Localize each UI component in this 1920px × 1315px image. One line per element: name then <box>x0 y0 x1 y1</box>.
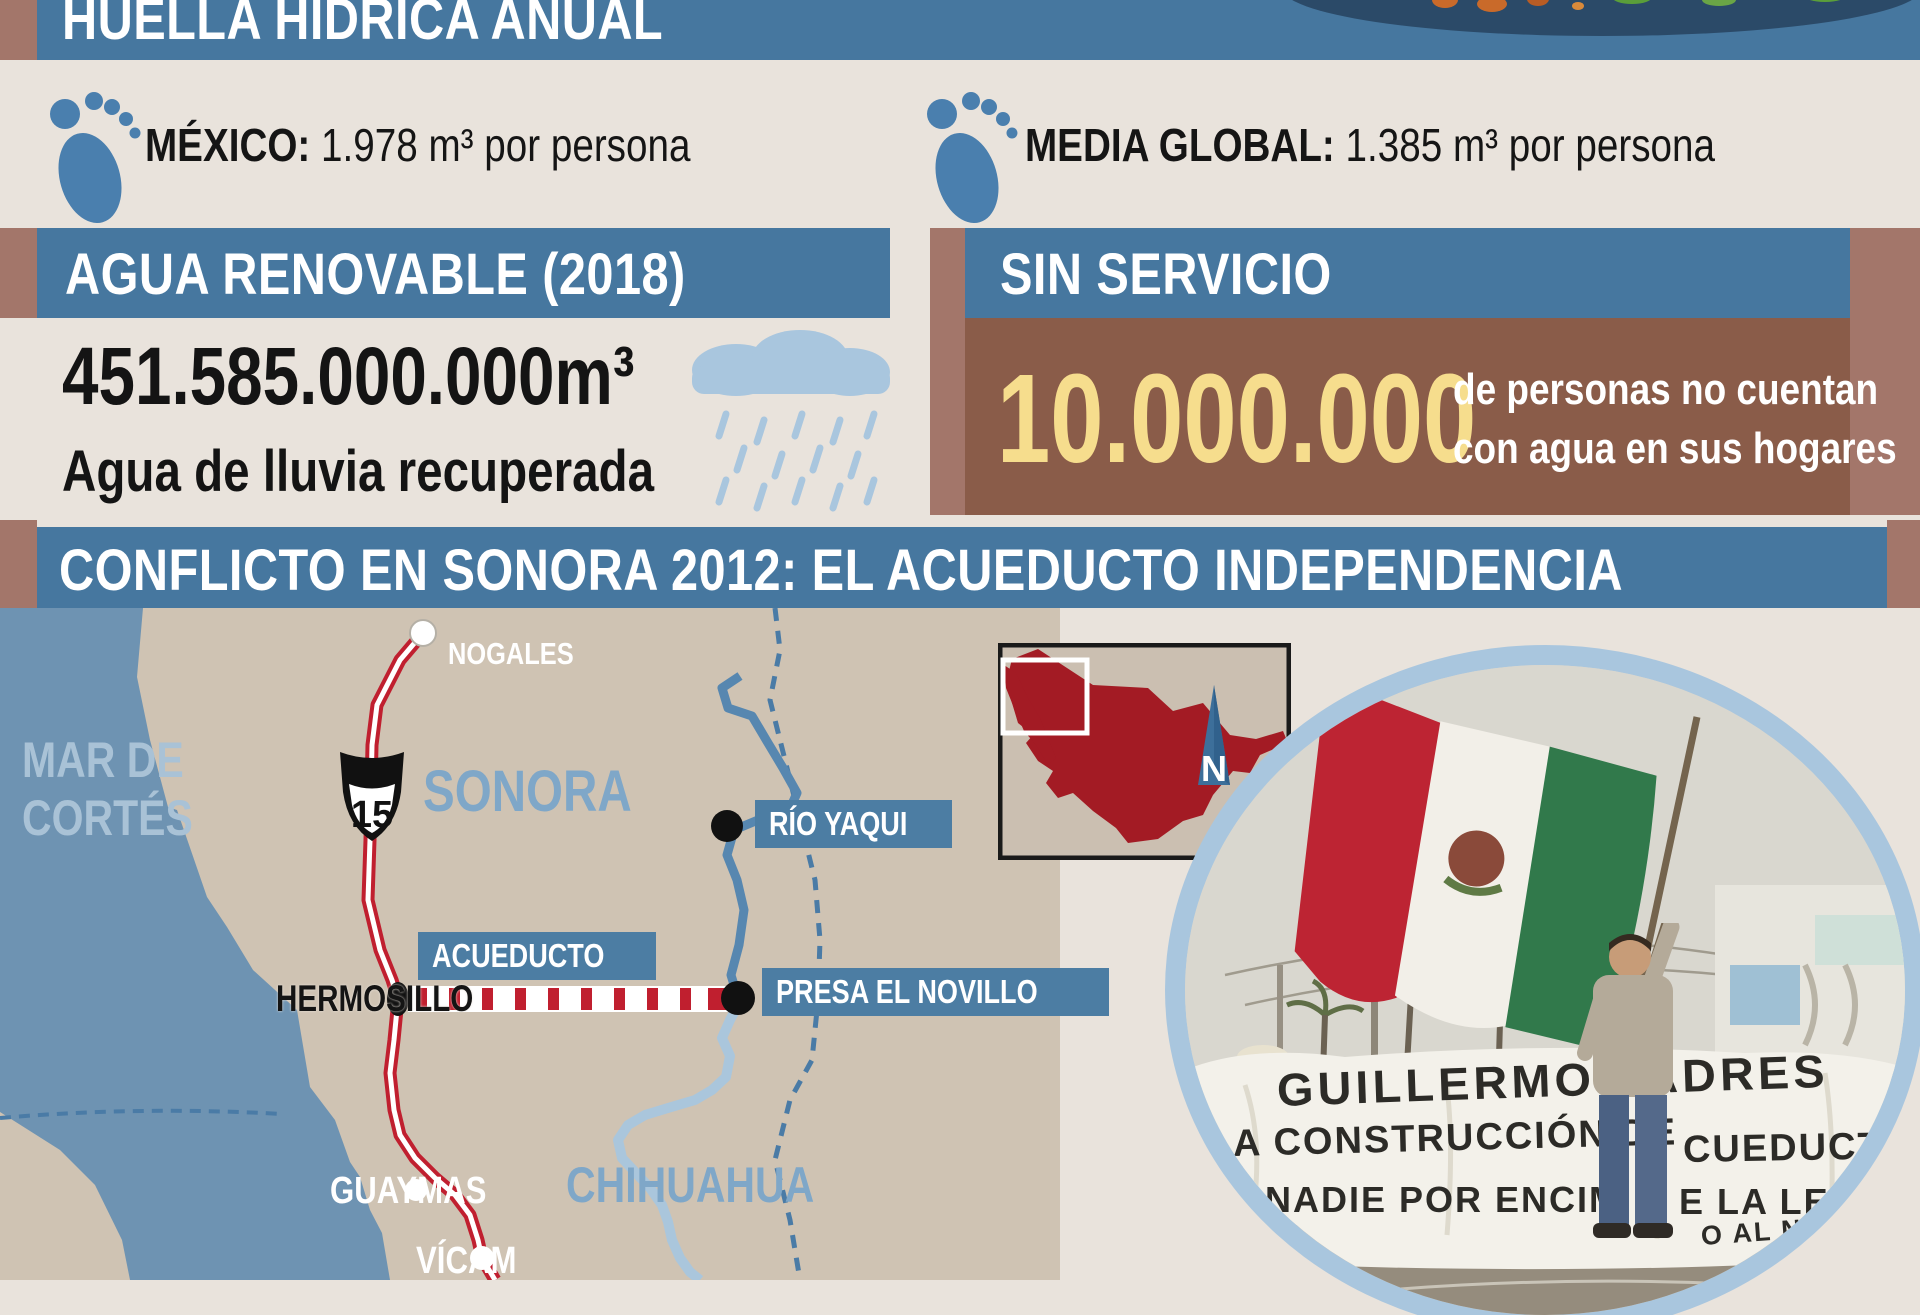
city-label-vicam: VÍCAM <box>416 1240 517 1282</box>
map-baja-peninsula <box>0 1112 130 1280</box>
state-label-sonora: SONORA <box>423 759 632 824</box>
page-title: HUELLA HÍDRICA ANUAL <box>62 0 664 52</box>
mexico-silhouette <box>1004 649 1288 843</box>
agua-left-brown-strip <box>0 228 37 318</box>
stat-global: MEDIA GLOBAL: 1.385 m³ por persona <box>1025 118 1846 172</box>
sin-number: 10.000.000 <box>997 348 1477 489</box>
city-label-hermosillo: HERMOSILLO <box>276 978 474 1019</box>
conflicto-left-brown-strip <box>0 520 37 608</box>
banner-line-3b: E LA LEY <box>1679 1181 1856 1222</box>
maritime-border-dashed <box>0 1108 283 1120</box>
sin-title: SIN SERVICIO <box>1000 242 1332 307</box>
footprint-icon-mexico <box>50 92 141 223</box>
highway-15-shield: 15 <box>340 752 404 841</box>
logo-emblem <box>1282 0 1920 36</box>
presa-dot <box>721 981 755 1015</box>
city-label-guaymas: GUAYMAS <box>330 1170 487 1212</box>
stat-global-label: MEDIA GLOBAL: <box>1025 119 1335 171</box>
conflicto-title: CONFLICTO EN SONORA 2012: EL ACUEDUCTO I… <box>59 538 1623 603</box>
logo-detail-orange-4 <box>1572 2 1584 10</box>
label-presa-el-novillo: PRESA EL NOVILLO <box>762 968 1110 1016</box>
agua-title: AGUA RENOVABLE (2018) <box>65 242 686 307</box>
logo-detail-orange-2 <box>1477 0 1507 12</box>
logo-detail-green-1 <box>1612 0 1652 4</box>
protester-man <box>1577 923 1680 1238</box>
logo-detail-orange-1 <box>1432 0 1458 8</box>
label-rio-yaqui: RÍO YAQUI <box>755 800 952 848</box>
highway-15-number: 15 <box>351 794 393 836</box>
sin-title-bar: SIN SERVICIO <box>965 228 1850 318</box>
main-title-bar: HUELLA HÍDRICA ANUAL <box>37 0 1920 60</box>
rain-cloud-icon <box>692 330 890 512</box>
stat-mexico: MÉXICO: 1.978 m³ por persona <box>145 118 794 172</box>
agua-title-bar: AGUA RENOVABLE (2018) <box>37 228 890 318</box>
guaymas-dot <box>405 1179 427 1201</box>
sea-label: MAR DE CORTÉS <box>22 732 193 846</box>
state-border-dashed <box>767 608 823 1280</box>
river-below-presa <box>613 1002 743 1280</box>
state-label-chihuahua: CHIHUAHUA <box>566 1157 815 1213</box>
conflicto-right-brown-strip <box>1887 520 1920 608</box>
nogales-dot <box>409 619 437 647</box>
stat-global-value: 1.385 m³ por persona <box>1345 119 1715 171</box>
label-acueducto: ACUEDUCTO <box>418 932 657 980</box>
hermosillo-dot <box>387 982 409 1016</box>
sonora-highlight-rect <box>1000 657 1090 736</box>
photo-scene <box>1185 665 1905 1315</box>
protest-photo-circle: GUILLERMO PADRES A CONSTRUCCIÓN DE CUEDU… <box>1185 665 1905 1315</box>
sin-content-box: 10.000.000 de personas no cuentan con ag… <box>965 318 1897 515</box>
stat-mexico-label: MÉXICO: <box>145 119 311 171</box>
rio-yaqui-dot <box>711 810 743 842</box>
logo-detail-orange-3 <box>1527 0 1549 6</box>
city-label-nogales: NOGALES <box>448 636 574 671</box>
stat-mexico-value: 1.978 m³ por persona <box>321 119 691 171</box>
agua-amount: 451.585.000.000m³ <box>62 331 635 422</box>
vicam-dot <box>470 1246 494 1270</box>
footprint-icon-global <box>927 92 1018 223</box>
center-brown-divider <box>930 228 965 515</box>
agua-caption: Agua de lluvia recuperada <box>62 439 655 504</box>
banner-line-3a: NI NADIE POR ENCIM <box>1213 1179 1622 1220</box>
right-brown-strip <box>1850 228 1920 515</box>
conflicto-title-bar: CONFLICTO EN SONORA 2012: EL ACUEDUCTO I… <box>37 527 1887 608</box>
logo-detail-green-3 <box>1802 0 1848 2</box>
logo-detail-green-2 <box>1702 0 1736 6</box>
top-left-brown-strip <box>0 0 37 60</box>
sin-caption: de personas no cuentan con agua en sus h… <box>1453 365 1897 474</box>
